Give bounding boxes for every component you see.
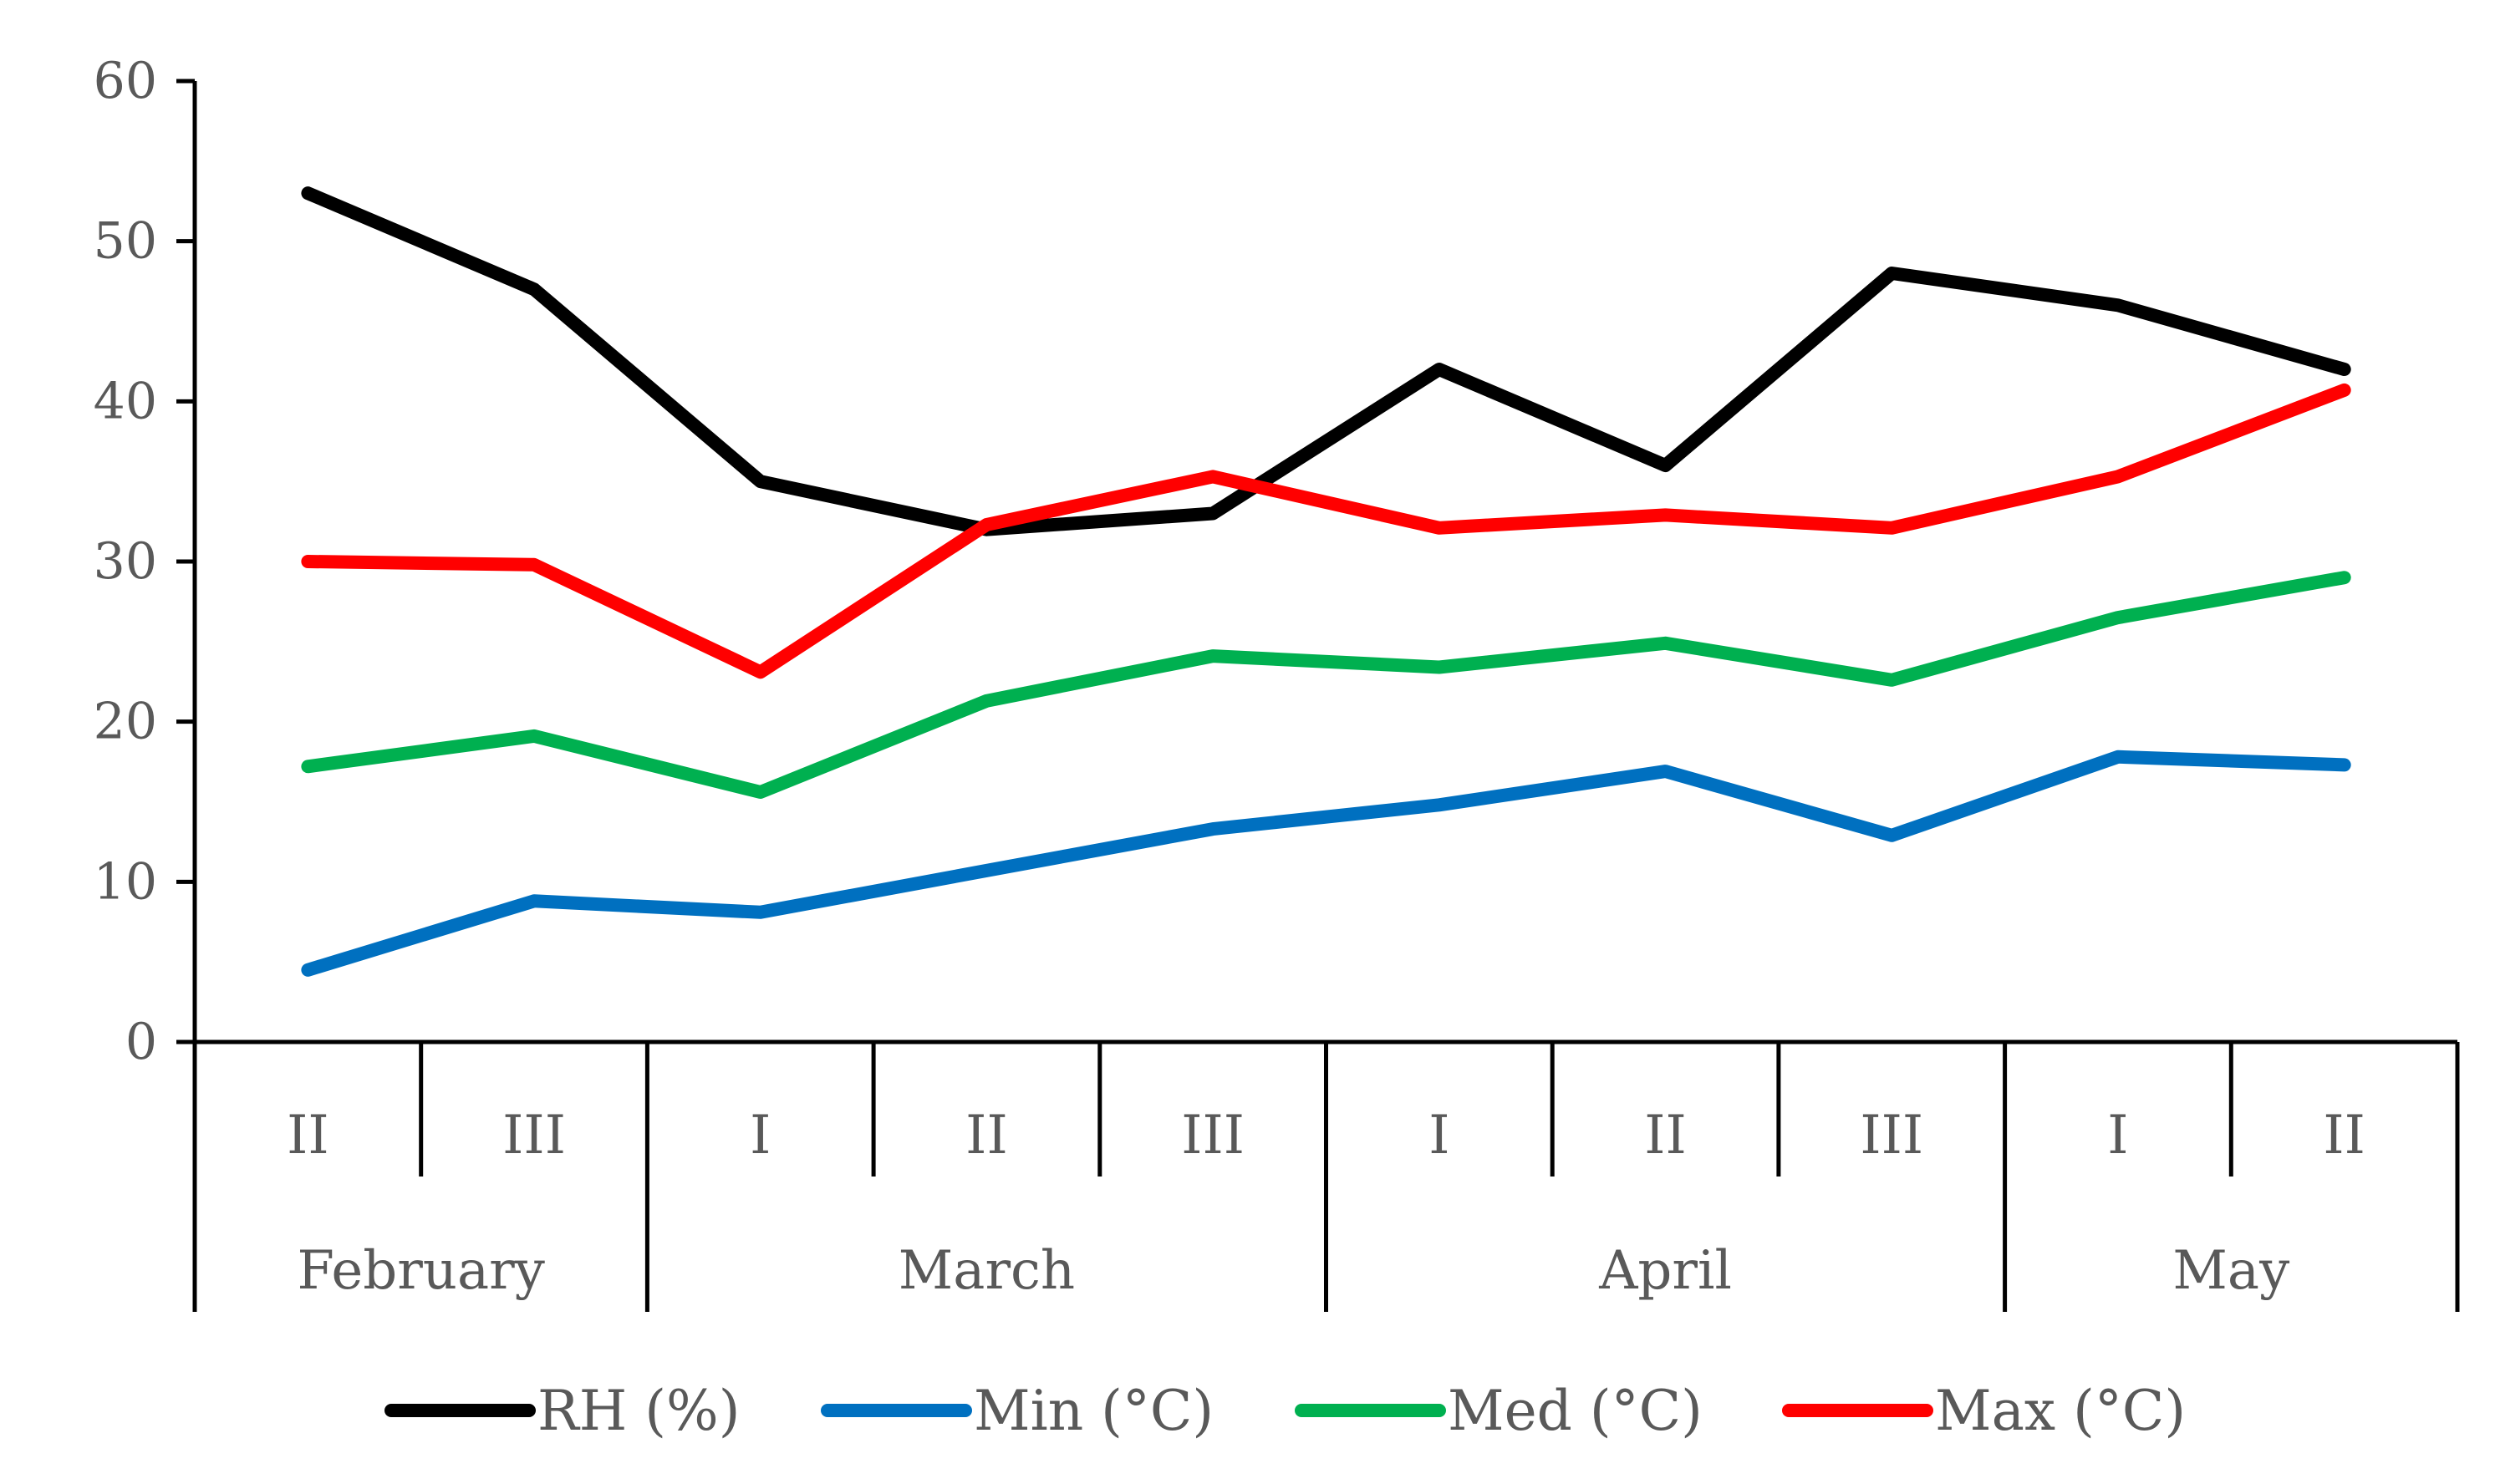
y-tick-label: 20 bbox=[94, 693, 157, 751]
x-period-label: II bbox=[2323, 1105, 2365, 1166]
y-tick-label: 0 bbox=[125, 1013, 157, 1071]
x-period-label: III bbox=[1181, 1105, 1245, 1166]
y-tick-label: 40 bbox=[94, 372, 157, 430]
x-month-label: April bbox=[1598, 1240, 1732, 1302]
legend-label: RH (%) bbox=[537, 1379, 740, 1443]
y-tick-label: 60 bbox=[94, 52, 157, 110]
series-line-3 bbox=[301, 383, 2351, 679]
x-month-label: February bbox=[297, 1240, 544, 1302]
x-period-label: III bbox=[1860, 1105, 1923, 1166]
y-tick-label: 10 bbox=[94, 852, 157, 911]
series-line-2 bbox=[301, 571, 2351, 799]
legend-label: Med (°C) bbox=[1448, 1379, 1703, 1443]
y-axis-ticks: 0 10 20 30 40 50 60 bbox=[94, 52, 195, 1071]
x-period-label: II bbox=[965, 1105, 1008, 1166]
x-period-label: III bbox=[502, 1105, 566, 1166]
x-period-label: II bbox=[287, 1105, 329, 1166]
x-month-label: May bbox=[2172, 1240, 2289, 1302]
series-line-1 bbox=[301, 750, 2351, 977]
x-period-label: I bbox=[2107, 1105, 2128, 1166]
x-month-label: March bbox=[899, 1240, 1075, 1302]
series-lines bbox=[301, 186, 2351, 977]
legend-label: Min (°C) bbox=[974, 1379, 1214, 1443]
y-tick-label: 50 bbox=[94, 212, 157, 271]
axes bbox=[192, 81, 2460, 1312]
y-tick-label: 30 bbox=[94, 532, 157, 591]
series-line-0 bbox=[301, 186, 2351, 536]
x-period-label: I bbox=[750, 1105, 771, 1166]
x-period-label: II bbox=[1644, 1105, 1687, 1166]
x-period-label: I bbox=[1428, 1105, 1449, 1166]
legend-label: Max (°C) bbox=[1935, 1379, 2186, 1443]
legend: RH (%) Min (°C) Med (°C) Max (°C) bbox=[384, 1379, 2186, 1443]
